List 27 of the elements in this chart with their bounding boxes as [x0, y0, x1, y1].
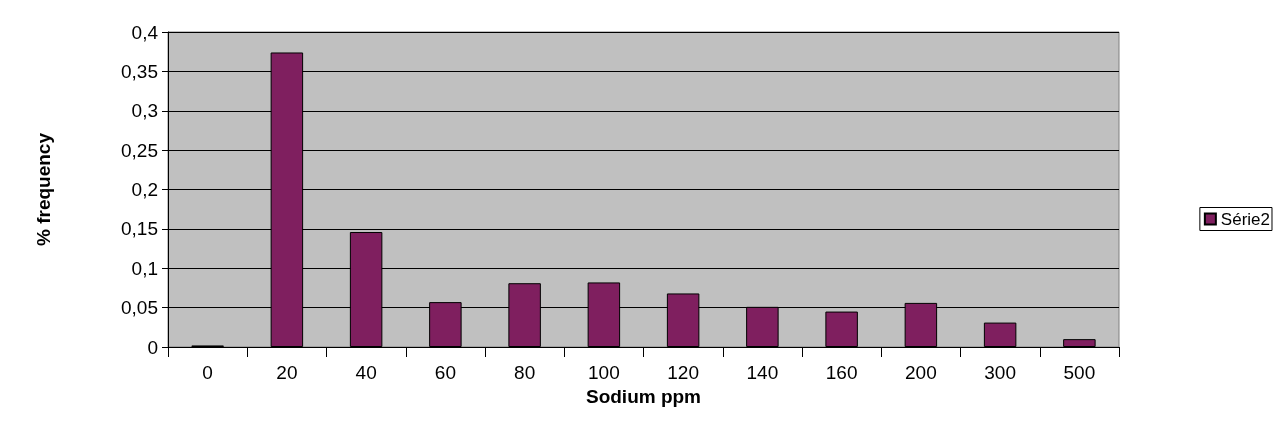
bar [983, 322, 1017, 347]
y-tick-label: 0,25 [121, 139, 158, 161]
x-tick-label: 200 [905, 362, 937, 383]
legend-label: Série2 [1220, 209, 1270, 229]
y-tick-label: 0 [147, 336, 158, 358]
x-tick-label: 0 [202, 362, 213, 383]
x-tick-label: 40 [355, 362, 377, 383]
x-tick-label: 120 [667, 362, 699, 383]
x-tick-label: 80 [514, 362, 536, 383]
x-tick-label: 160 [825, 362, 858, 383]
bar [1063, 339, 1096, 347]
x-tick-label: 140 [746, 362, 779, 383]
x-tick-label: 300 [984, 362, 1016, 383]
y-tick-label: 0,15 [121, 218, 158, 240]
x-tick-label: 60 [434, 362, 456, 383]
y-tick-label: 0,2 [131, 179, 158, 200]
y-tick-label: 0,1 [131, 257, 158, 279]
x-tick-label: 20 [276, 362, 298, 383]
y-tick-label: 0,3 [131, 100, 158, 122]
y-tick-label: 0,35 [121, 60, 158, 82]
y-axis-title: % frequency [33, 132, 54, 246]
y-tick-label: 0,4 [131, 21, 159, 43]
bar [825, 311, 858, 347]
x-axis-title: Sodium ppm [585, 385, 702, 407]
x-tick-label: 500 [1063, 362, 1096, 383]
y-tick-label: 0,05 [121, 297, 158, 319]
x-tick-label: 100 [588, 362, 620, 383]
